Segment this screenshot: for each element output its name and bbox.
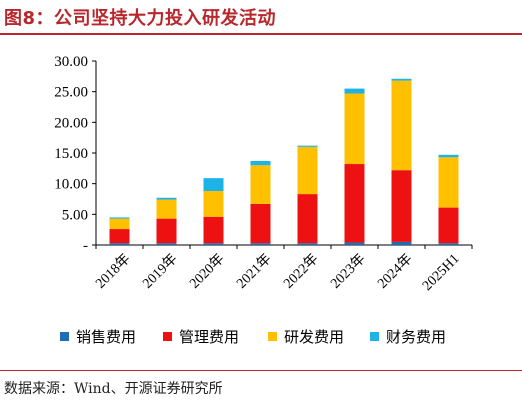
bar-segment-1 xyxy=(250,243,271,245)
bar-segment-2 xyxy=(203,216,224,244)
bar-segment-4 xyxy=(438,154,459,158)
legend-label: 财务费用 xyxy=(386,328,446,346)
source-note: 数据来源：Wind、开源证券研究所 xyxy=(4,381,223,397)
bar-segment-3 xyxy=(391,80,412,171)
bar-segment-2 xyxy=(156,218,177,244)
stacked-bar-chart: - 5.00 10.00 15.00 20.00 25.00 30.00 2018年 2019… xyxy=(54,54,473,346)
bar-segment-3 xyxy=(203,191,224,217)
title-rule xyxy=(0,33,522,35)
bar-segment-4 xyxy=(250,160,271,166)
y-tick-label: 15.00 xyxy=(54,146,88,162)
bar-segment-1 xyxy=(344,242,365,245)
x-axis: 2018年 2019年 2020年 2021年 2022年 2023年 2024年 2025H… xyxy=(93,244,473,294)
bar-segment-2 xyxy=(297,194,318,244)
bar-segment-3 xyxy=(344,93,365,165)
bar-segment-3 xyxy=(109,218,130,230)
footer-rule xyxy=(0,370,522,371)
bar-segment-3 xyxy=(156,199,177,219)
x-tick-label: 2021年 xyxy=(234,251,275,292)
bar-segment-4 xyxy=(156,197,177,200)
legend-swatch xyxy=(268,332,277,341)
y-tick-label: - xyxy=(83,238,88,254)
x-tick-label: 2018年 xyxy=(93,251,134,292)
x-tick-label: 2023年 xyxy=(328,251,369,292)
bar-segment-2 xyxy=(344,164,365,243)
bar-segment-2 xyxy=(391,170,412,242)
legend-label: 研发费用 xyxy=(284,328,344,346)
bars xyxy=(109,78,459,245)
y-tick-label: 10.00 xyxy=(54,177,88,193)
legend: 销售费用 管理费用 研发费用 财务费用 xyxy=(60,328,446,346)
bar-segment-2 xyxy=(438,207,459,244)
bar-segment-2 xyxy=(109,229,130,244)
bar-segment-1 xyxy=(297,243,318,245)
bar-segment-3 xyxy=(438,157,459,208)
legend-label: 管理费用 xyxy=(179,328,239,346)
y-tick-label: 25.00 xyxy=(54,85,88,101)
bar-segment-4 xyxy=(203,178,224,192)
y-tick-label: 5.00 xyxy=(62,207,88,223)
bar-segment-1 xyxy=(391,241,412,245)
x-tick-label: 2025H1 xyxy=(420,251,463,294)
bar-segment-4 xyxy=(297,145,318,147)
y-tick-label: 30.00 xyxy=(54,54,88,70)
bar-segment-3 xyxy=(250,165,271,204)
legend-swatch xyxy=(370,332,379,341)
y-axis: - 5.00 10.00 15.00 20.00 25.00 30.00 xyxy=(54,54,97,254)
bar-segment-1 xyxy=(156,243,177,245)
x-tick-label: 2022年 xyxy=(281,251,322,292)
legend-swatch xyxy=(163,332,172,341)
bar-segment-2 xyxy=(250,203,271,244)
bar-segment-1 xyxy=(438,243,459,245)
bar-segment-4 xyxy=(391,78,412,81)
bar-segment-4 xyxy=(344,88,365,94)
x-tick-label: 2020年 xyxy=(187,251,228,292)
bar-segment-3 xyxy=(297,146,318,195)
x-tick-label: 2019年 xyxy=(140,251,181,292)
bar-segment-1 xyxy=(203,243,224,245)
x-tick-label: 2024年 xyxy=(375,251,416,292)
legend-label: 销售费用 xyxy=(76,328,136,346)
y-tick-label: 20.00 xyxy=(54,115,88,131)
bar-segment-4 xyxy=(109,217,130,219)
bar-segment-1 xyxy=(109,243,130,245)
figure-title: 图8：公司坚持大力投入研发活动 xyxy=(4,8,277,29)
legend-swatch xyxy=(60,332,69,341)
